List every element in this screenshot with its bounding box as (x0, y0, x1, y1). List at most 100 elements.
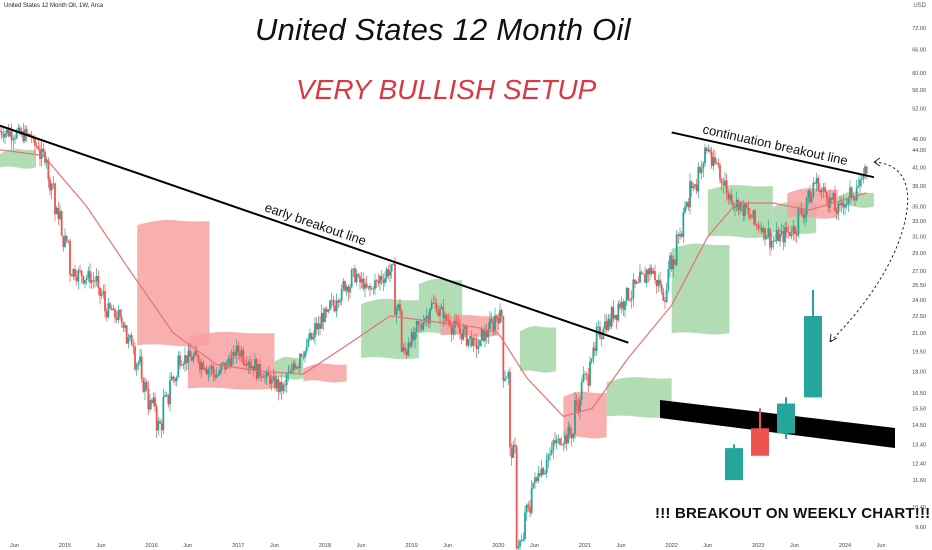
candle-body (610, 307, 613, 327)
candle-body (405, 350, 408, 356)
candle-body (470, 336, 473, 346)
candle-body (192, 355, 195, 361)
breakout-caption: !!! BREAKOUT ON WEEKLY CHART!!! (655, 505, 931, 522)
x-tick-label: 2017 (232, 543, 244, 549)
candle-body (164, 395, 166, 397)
candle-body (594, 347, 596, 351)
candle-body (350, 269, 353, 288)
candle-body (449, 320, 451, 326)
candle-body (634, 279, 636, 284)
candle-body (260, 375, 263, 378)
x-tick-label: Jun (443, 543, 452, 549)
candle-body (319, 323, 321, 329)
candle-body (664, 300, 666, 302)
x-tick-label: 2020 (492, 543, 504, 549)
candle-body (52, 183, 55, 185)
inset-candle-2 (777, 403, 795, 434)
candle-body (34, 138, 36, 146)
candle-body (162, 396, 165, 431)
candle-body (595, 326, 598, 351)
candle-body (282, 384, 285, 392)
candle-body (107, 303, 110, 318)
x-tick-label: Jun (270, 543, 279, 549)
candle-body (572, 433, 575, 439)
y-tick-label: 15.50 (912, 406, 926, 412)
candle-body (15, 130, 18, 139)
candle-body (774, 240, 776, 242)
candle-body (57, 207, 60, 219)
y-tick-label: 31.00 (912, 235, 926, 241)
candle-body (859, 179, 861, 186)
candle-body (814, 182, 816, 184)
candle-body (749, 214, 751, 218)
candle-body (730, 194, 733, 203)
candle-body (389, 271, 391, 276)
x-tick-label: 2016 (146, 543, 158, 549)
candle-body (860, 179, 863, 180)
candle-body (279, 381, 281, 393)
x-tick-label: Jun (703, 543, 712, 549)
candle-body (455, 320, 458, 323)
candle-body (827, 197, 830, 208)
candle-body (414, 331, 416, 340)
candle-body (289, 371, 291, 373)
candle-body (479, 340, 481, 347)
candle-body (229, 358, 231, 367)
candle-body (367, 286, 370, 288)
candle-body (197, 355, 200, 362)
candle-body (422, 321, 425, 330)
candle-body (122, 322, 125, 328)
candle-body (805, 197, 808, 215)
candle-body (65, 235, 68, 241)
trendlines (0, 124, 875, 344)
y-axis: 72.00 66.00 60.00 56.00 52.00 46.00 44.00 41.00… (912, 26, 926, 531)
candle-body (380, 276, 383, 281)
candle-body (189, 350, 191, 357)
candle-body (820, 190, 823, 192)
candle-body (544, 472, 546, 475)
candle-body (87, 271, 90, 278)
candle-body (230, 355, 233, 367)
candle-body (360, 278, 363, 283)
x-tick-label: 2024 (839, 543, 851, 549)
x-tick-label: Jun (183, 543, 192, 549)
candle-body (200, 362, 203, 370)
candle-body (857, 185, 860, 188)
candle-body (2, 134, 5, 138)
candle-body (467, 338, 470, 346)
candle-body (219, 369, 221, 375)
candle-body (837, 203, 840, 214)
candle-body (134, 346, 136, 370)
candle-body (110, 307, 113, 311)
candle-body (609, 319, 611, 327)
candle-body (557, 438, 560, 440)
y-tick-label: 41.00 (912, 165, 926, 171)
candle-body (475, 339, 478, 349)
candle-body (574, 400, 576, 434)
candle-body (179, 355, 181, 366)
candle-body (77, 270, 80, 282)
candle-body (830, 197, 833, 200)
candle-body (502, 316, 505, 381)
candle-body (400, 311, 403, 352)
candle-body (697, 167, 700, 192)
candle-body (5, 129, 8, 134)
y-tick-label: 38.00 (912, 184, 926, 190)
candle-body (487, 328, 490, 338)
candle-body (240, 350, 243, 357)
arrow-head (829, 333, 838, 343)
candle-body (705, 147, 708, 152)
candle-body (519, 541, 521, 547)
candle-body (812, 182, 815, 197)
candle-body (170, 376, 173, 381)
candle-body (495, 315, 498, 319)
candle-body (727, 193, 730, 200)
candle-body (545, 459, 548, 473)
candle-body (402, 347, 405, 352)
y-tick-label: 16.50 (912, 391, 926, 397)
candle-body (537, 473, 540, 481)
candle-body (509, 372, 511, 448)
candle-body (7, 129, 10, 137)
candle-body (150, 400, 153, 404)
